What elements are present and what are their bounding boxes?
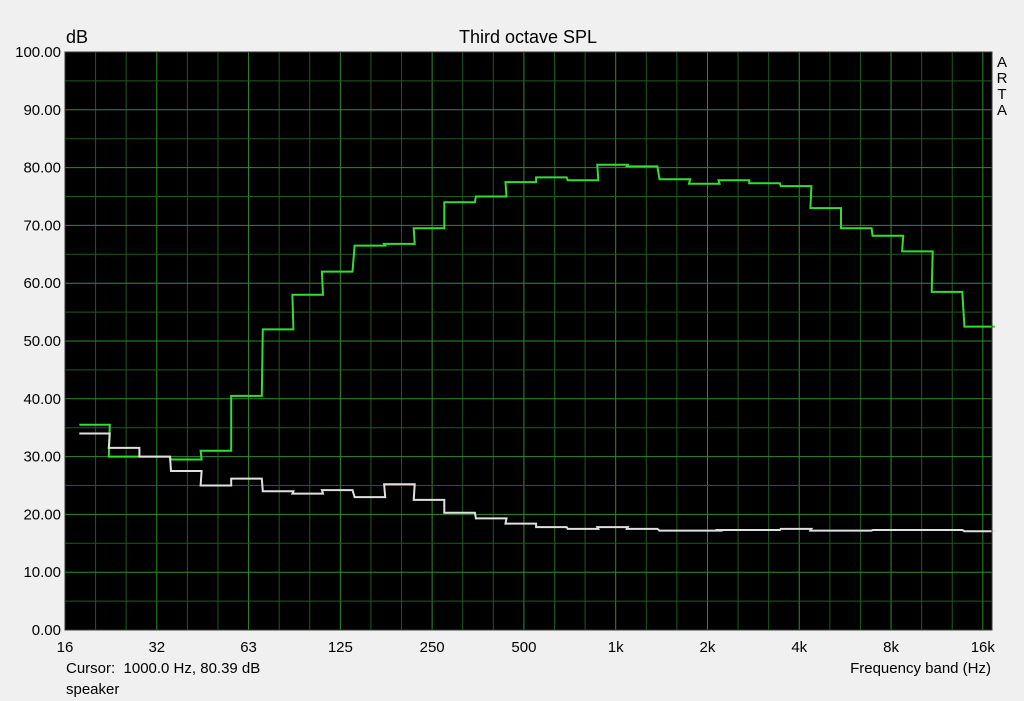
x-tick-label: 2k xyxy=(700,639,716,656)
y-tick-label: 30.00 xyxy=(23,449,61,466)
series-line-green xyxy=(79,163,995,461)
x-tick-label: 125 xyxy=(328,639,353,656)
watermark-letter: A xyxy=(997,102,1007,119)
series-line-white xyxy=(79,432,995,533)
chart-title: Third octave SPL xyxy=(459,27,597,47)
y-tick-label: 70.00 xyxy=(23,217,61,234)
y-tick-label: 80.00 xyxy=(23,160,61,177)
grid xyxy=(65,52,992,630)
x-tick-label: 4k xyxy=(791,639,807,656)
y-axis: 0.00 10.00 20.00 30.00 40.00 50.00 60.00 70.00 8… xyxy=(15,44,61,639)
y-tick-label: 50.00 xyxy=(23,333,61,350)
plot-frame xyxy=(64,51,993,631)
x-tick-label: 32 xyxy=(148,639,165,656)
x-tick-label: 500 xyxy=(511,639,536,656)
y-axis-label: dB xyxy=(66,27,88,47)
y-tick-label: 40.00 xyxy=(23,391,61,408)
y-tick-label: 10.00 xyxy=(23,564,61,581)
x-axis-label: Frequency band (Hz) xyxy=(850,660,991,677)
y-tick-label: 0.00 xyxy=(32,622,61,639)
watermark-letter: R xyxy=(997,70,1008,87)
legend-label: speaker xyxy=(66,681,119,698)
y-tick-label: 100.00 xyxy=(15,44,61,61)
x-tick-label: 63 xyxy=(240,639,257,656)
x-tick-label: 16k xyxy=(971,639,996,656)
x-tick-label: 250 xyxy=(420,639,445,656)
y-tick-label: 90.00 xyxy=(23,102,61,119)
x-axis: 16 32 63 125 250 500 1k 2k 4k 8k 16k xyxy=(57,639,996,656)
x-tick-label: 1k xyxy=(608,639,624,656)
watermark-letter: A xyxy=(997,54,1007,71)
series-group xyxy=(79,163,995,533)
y-tick-label: 60.00 xyxy=(23,275,61,292)
x-tick-label: 8k xyxy=(883,639,899,656)
watermark-letter: T xyxy=(997,86,1006,103)
x-tick-label: 16 xyxy=(57,639,74,656)
cursor-readout: Cursor: 1000.0 Hz, 80.39 dB xyxy=(66,660,260,677)
y-tick-label: 20.00 xyxy=(23,506,61,523)
